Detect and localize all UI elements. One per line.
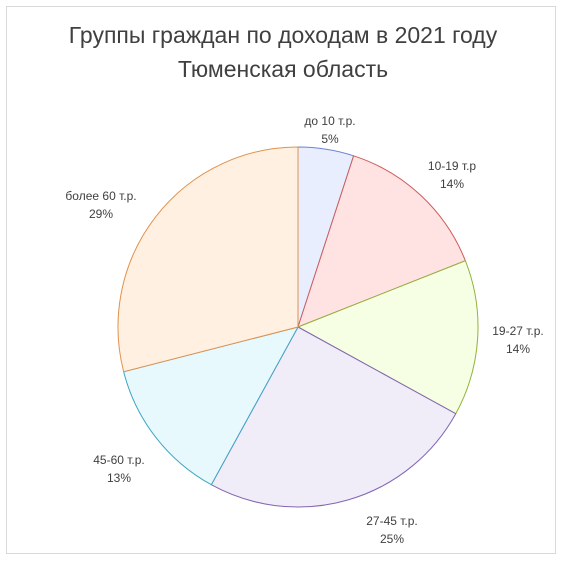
slice-label-name: 27-45 т.р.: [366, 514, 418, 528]
slice-label-percent: 13%: [106, 471, 132, 485]
slice-label-3: 19-27 т.р. 14%: [492, 322, 544, 358]
slice-label-percent: 5%: [321, 132, 339, 146]
pie-slice-4: [210, 326, 457, 508]
slice-label-4: 27-45 т.р. 25%: [366, 512, 418, 548]
pie-slice-3: [297, 260, 479, 415]
slice-label-1: до 10 т.р. 5%: [304, 112, 355, 148]
chart-title: Группы граждан по доходам в 2021 году: [68, 22, 498, 48]
slice-label-name: до 10 т.р.: [304, 114, 356, 128]
slice-label-percent: 14%: [505, 342, 531, 356]
slice-label-percent: 25%: [379, 532, 405, 546]
slice-label-6: более 60 т.р. 29%: [65, 187, 136, 223]
chart-title-block: Группы граждан по доходам в 2021 году Тю…: [0, 18, 566, 86]
slice-label-5: 45-60 т.р. 13%: [93, 451, 145, 487]
slice-label-name: 45-60 т.р.: [93, 453, 145, 467]
slice-label-name: 10-19 т.р: [427, 159, 477, 173]
chart-subtitle: Тюменская область: [177, 56, 389, 82]
slice-label-percent: 14%: [439, 177, 465, 191]
pie-slice-5: [123, 326, 299, 486]
pie-slice-2: [297, 155, 466, 328]
pie-slice-6: [117, 146, 299, 373]
slice-label-name: 19-27 т.р.: [492, 324, 544, 338]
slice-label-name: более 60 т.р.: [65, 189, 137, 203]
slice-label-percent: 29%: [88, 207, 114, 221]
slice-label-2: 10-19 т.р 14%: [428, 157, 476, 193]
